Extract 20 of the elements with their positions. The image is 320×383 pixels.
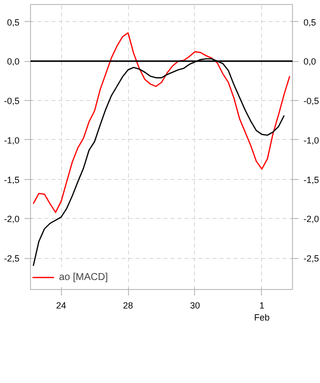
- y-tick-label: 0,0: [6, 56, 20, 67]
- y-tick-label: -2,0: [4, 214, 20, 224]
- y-tick-label: 0,5: [6, 17, 20, 28]
- y-tick-label: -0,5: [4, 96, 20, 106]
- y2-tick-label: 0,5: [304, 17, 316, 28]
- x-tick-label: 1 Feb: [254, 300, 270, 322]
- y-tick-label: -1,5: [4, 174, 20, 185]
- y2-tick-label: -1,0: [304, 135, 320, 146]
- y2-tick-label: -2,0: [304, 214, 320, 224]
- y-tick-label: -2,5: [4, 254, 20, 264]
- x-tick-label: 24: [56, 300, 66, 310]
- y2-tick-label: -1,5: [304, 174, 320, 185]
- legend-label: ао [MACD]: [59, 272, 108, 282]
- y2-tick-label: 0,0: [304, 56, 316, 67]
- line-series: [32, 32, 290, 213]
- x-tick-label: 28: [123, 300, 134, 310]
- y2-tick-label: -2,5: [304, 254, 320, 264]
- x-tick-label: 30: [190, 300, 200, 310]
- y2-tick-label: -0,5: [304, 96, 320, 106]
- y-tick-label: -1,0: [4, 135, 20, 146]
